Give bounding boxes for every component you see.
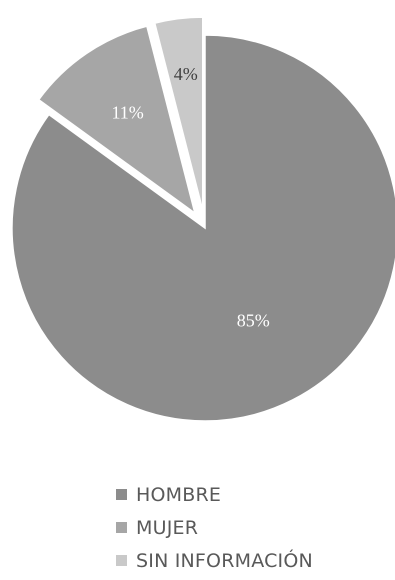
data-label-hombre: 85% [237, 311, 270, 331]
pie-slice-hombre [11, 34, 395, 422]
pie-chart: 85% 11% 4% [11, 16, 395, 422]
legend-item-sin-informacion: SIN INFORMACIÓN [116, 544, 313, 577]
pie-slice-mujer [37, 25, 197, 215]
legend-label-mujer: MUJER [136, 516, 199, 539]
legend-swatch-mujer [116, 522, 127, 533]
data-label-mujer: 11% [111, 102, 143, 122]
legend-item-hombre: HOMBRE [116, 478, 313, 511]
chart-legend: HOMBRE MUJER SIN INFORMACIÓN [116, 478, 313, 577]
legend-label-sin-informacion: SIN INFORMACIÓN [136, 549, 313, 572]
data-label-sin-informacion: 4% [174, 64, 198, 84]
legend-item-mujer: MUJER [116, 511, 313, 544]
pie-slice-sin-informacion [153, 16, 204, 211]
legend-label-hombre: HOMBRE [136, 483, 222, 506]
legend-swatch-hombre [116, 489, 127, 500]
legend-swatch-sin-informacion [116, 555, 127, 566]
